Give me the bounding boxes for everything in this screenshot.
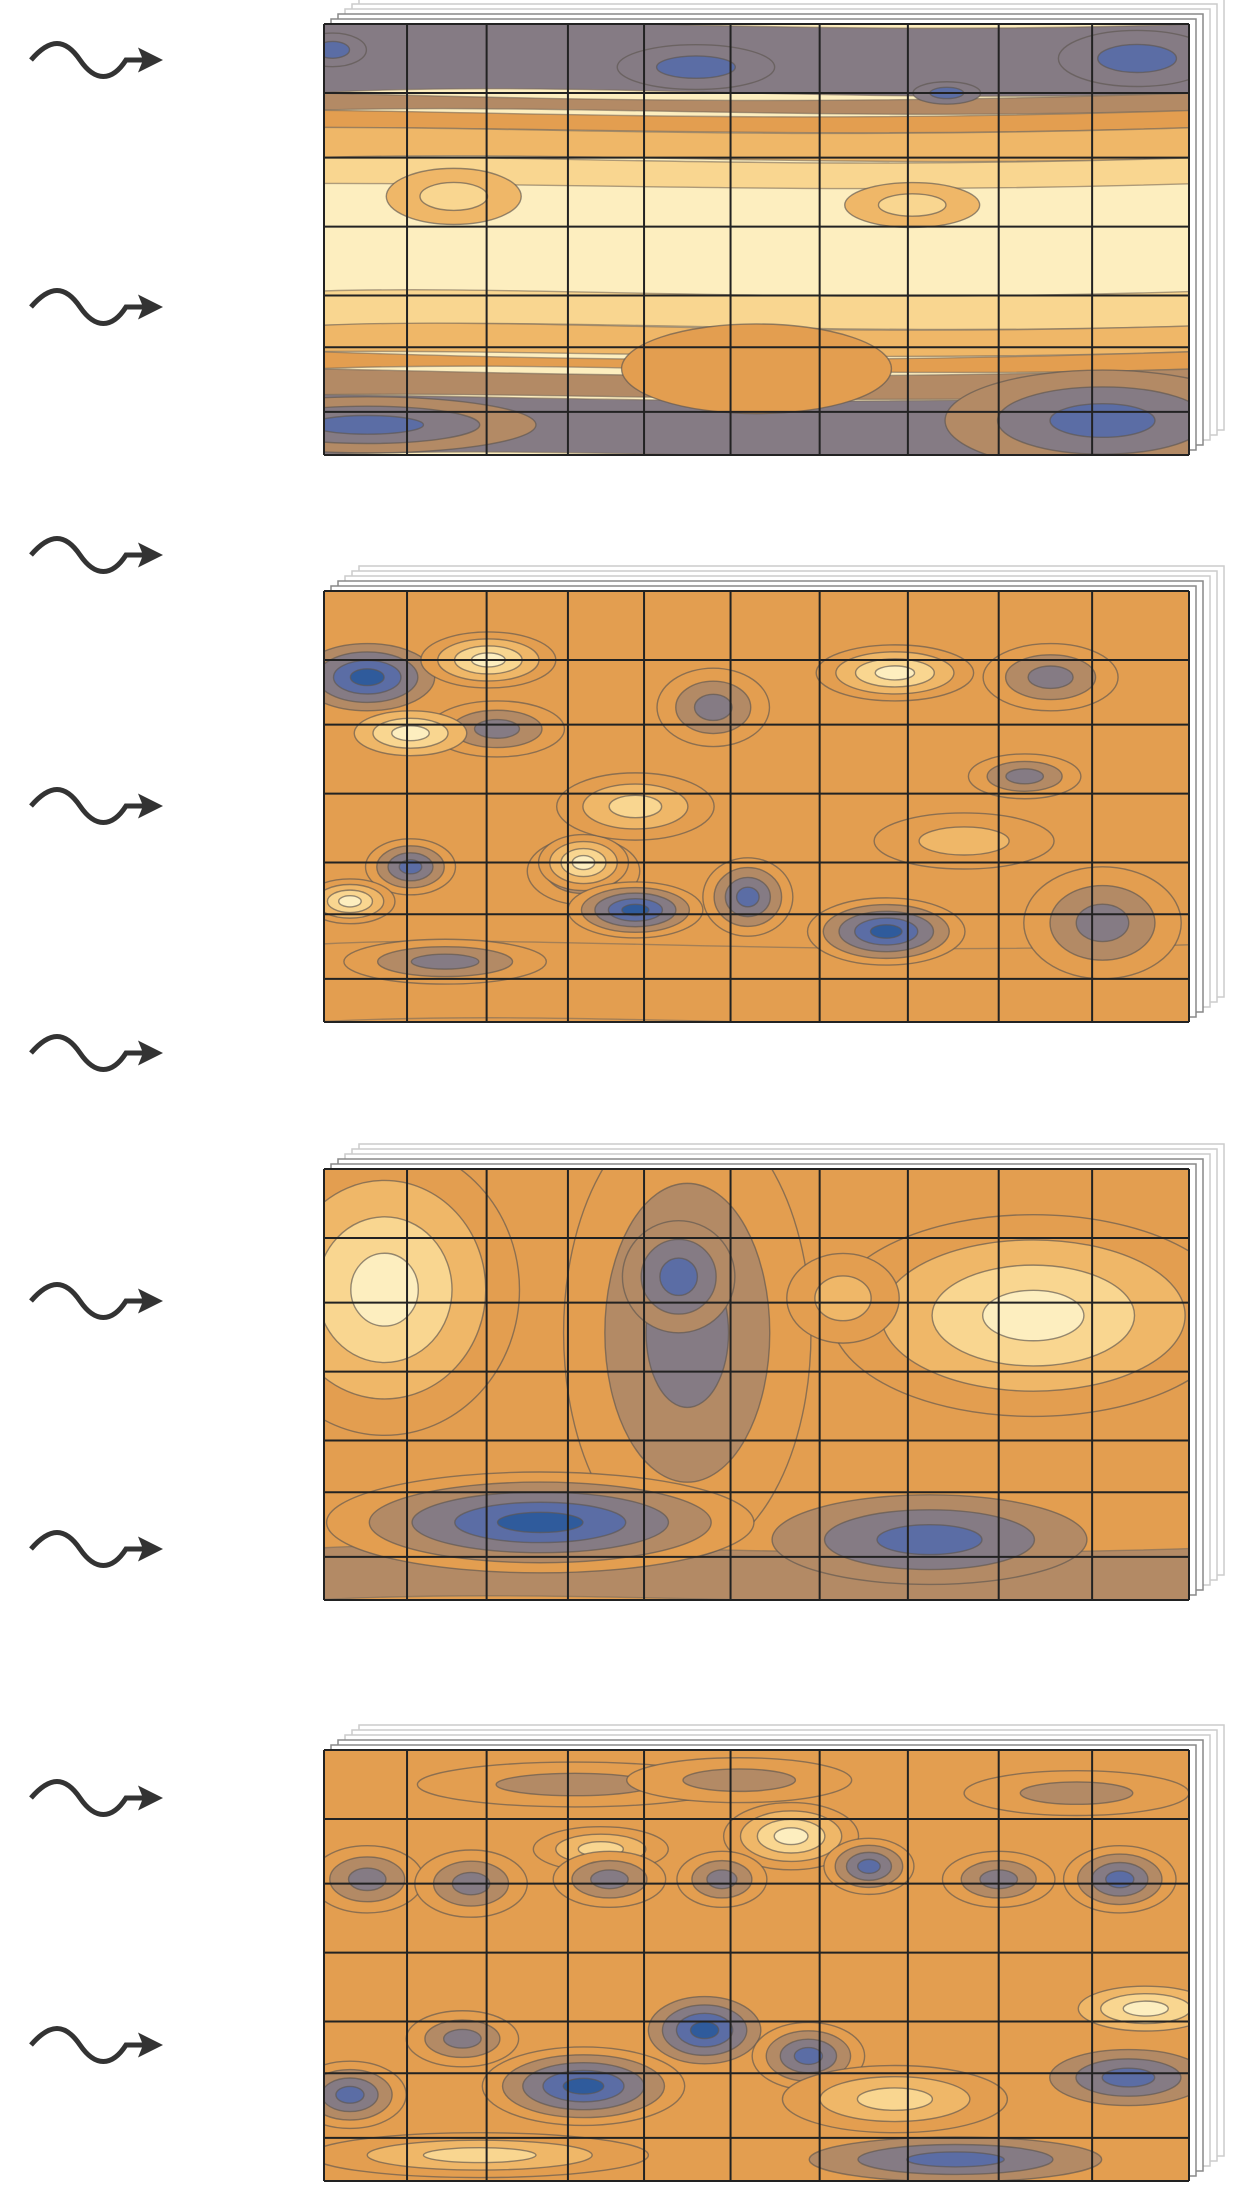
contour-level (871, 925, 902, 938)
contour-field (294, 1750, 1213, 2182)
wavy-arrow (31, 1037, 158, 1070)
figure (0, 0, 1238, 2186)
contour-level (411, 954, 478, 969)
contour-level (794, 2048, 822, 2065)
contour-level (1098, 44, 1177, 72)
wavy-arrow (31, 1533, 158, 1566)
contour-level (919, 827, 1009, 855)
contour-level (857, 2088, 932, 2110)
contour-level (907, 2152, 1004, 2167)
contour-level (858, 1859, 880, 1873)
contour-level (336, 2086, 364, 2103)
contour-panel (250, 1109, 1236, 1604)
wavy-arrow (31, 539, 158, 572)
contour-level (563, 2078, 603, 2094)
contour-level (1106, 1871, 1134, 1888)
contour-level (423, 2148, 535, 2163)
contour-field (199, 21, 1238, 471)
contour-level (774, 1828, 808, 1845)
contour-level (420, 182, 487, 210)
contour-level (1076, 904, 1128, 941)
contour-level (737, 887, 759, 907)
contour-level (350, 669, 384, 686)
contour-level (683, 1769, 795, 1791)
contour-level (351, 1253, 418, 1326)
contour-level (622, 324, 892, 414)
contour-level (695, 694, 732, 720)
wavy-arrow (31, 1782, 158, 1815)
contour-level (660, 1258, 697, 1295)
contour-level (475, 720, 520, 739)
contour-level (657, 56, 736, 78)
contour-level (707, 1870, 737, 1889)
wavy-arrow (31, 2029, 158, 2062)
contour-level (1028, 666, 1073, 688)
contour-level (609, 795, 661, 817)
contour-level (316, 41, 350, 58)
contour-level (691, 2022, 719, 2039)
contour-level (1006, 769, 1043, 784)
contour-level (1050, 404, 1155, 438)
contour-level (877, 1525, 982, 1555)
contour-level (1102, 2068, 1154, 2087)
wavy-arrow (31, 790, 158, 823)
contour-level (392, 726, 429, 741)
contour-level (444, 2029, 481, 2048)
contour-panel (300, 566, 1224, 1025)
contour-field (250, 1109, 1236, 1604)
contour-level (339, 896, 361, 907)
contour-level (498, 1512, 583, 1532)
wavy-arrow (31, 291, 158, 324)
contour-level (1123, 2001, 1168, 2016)
wavy-arrow (31, 44, 158, 77)
contour-level (349, 1868, 386, 1890)
contour-level (878, 194, 945, 216)
contour-panel (199, 0, 1238, 471)
contour-level (1020, 1782, 1132, 1804)
wavy-arrow (31, 1285, 158, 1318)
contour-level (591, 1870, 628, 1889)
contour-level (815, 1276, 871, 1321)
page: (() => { const data = JSON.parse(documen… (0, 0, 1238, 2186)
contour-panel (294, 1725, 1224, 2182)
contour-field (300, 591, 1199, 1025)
